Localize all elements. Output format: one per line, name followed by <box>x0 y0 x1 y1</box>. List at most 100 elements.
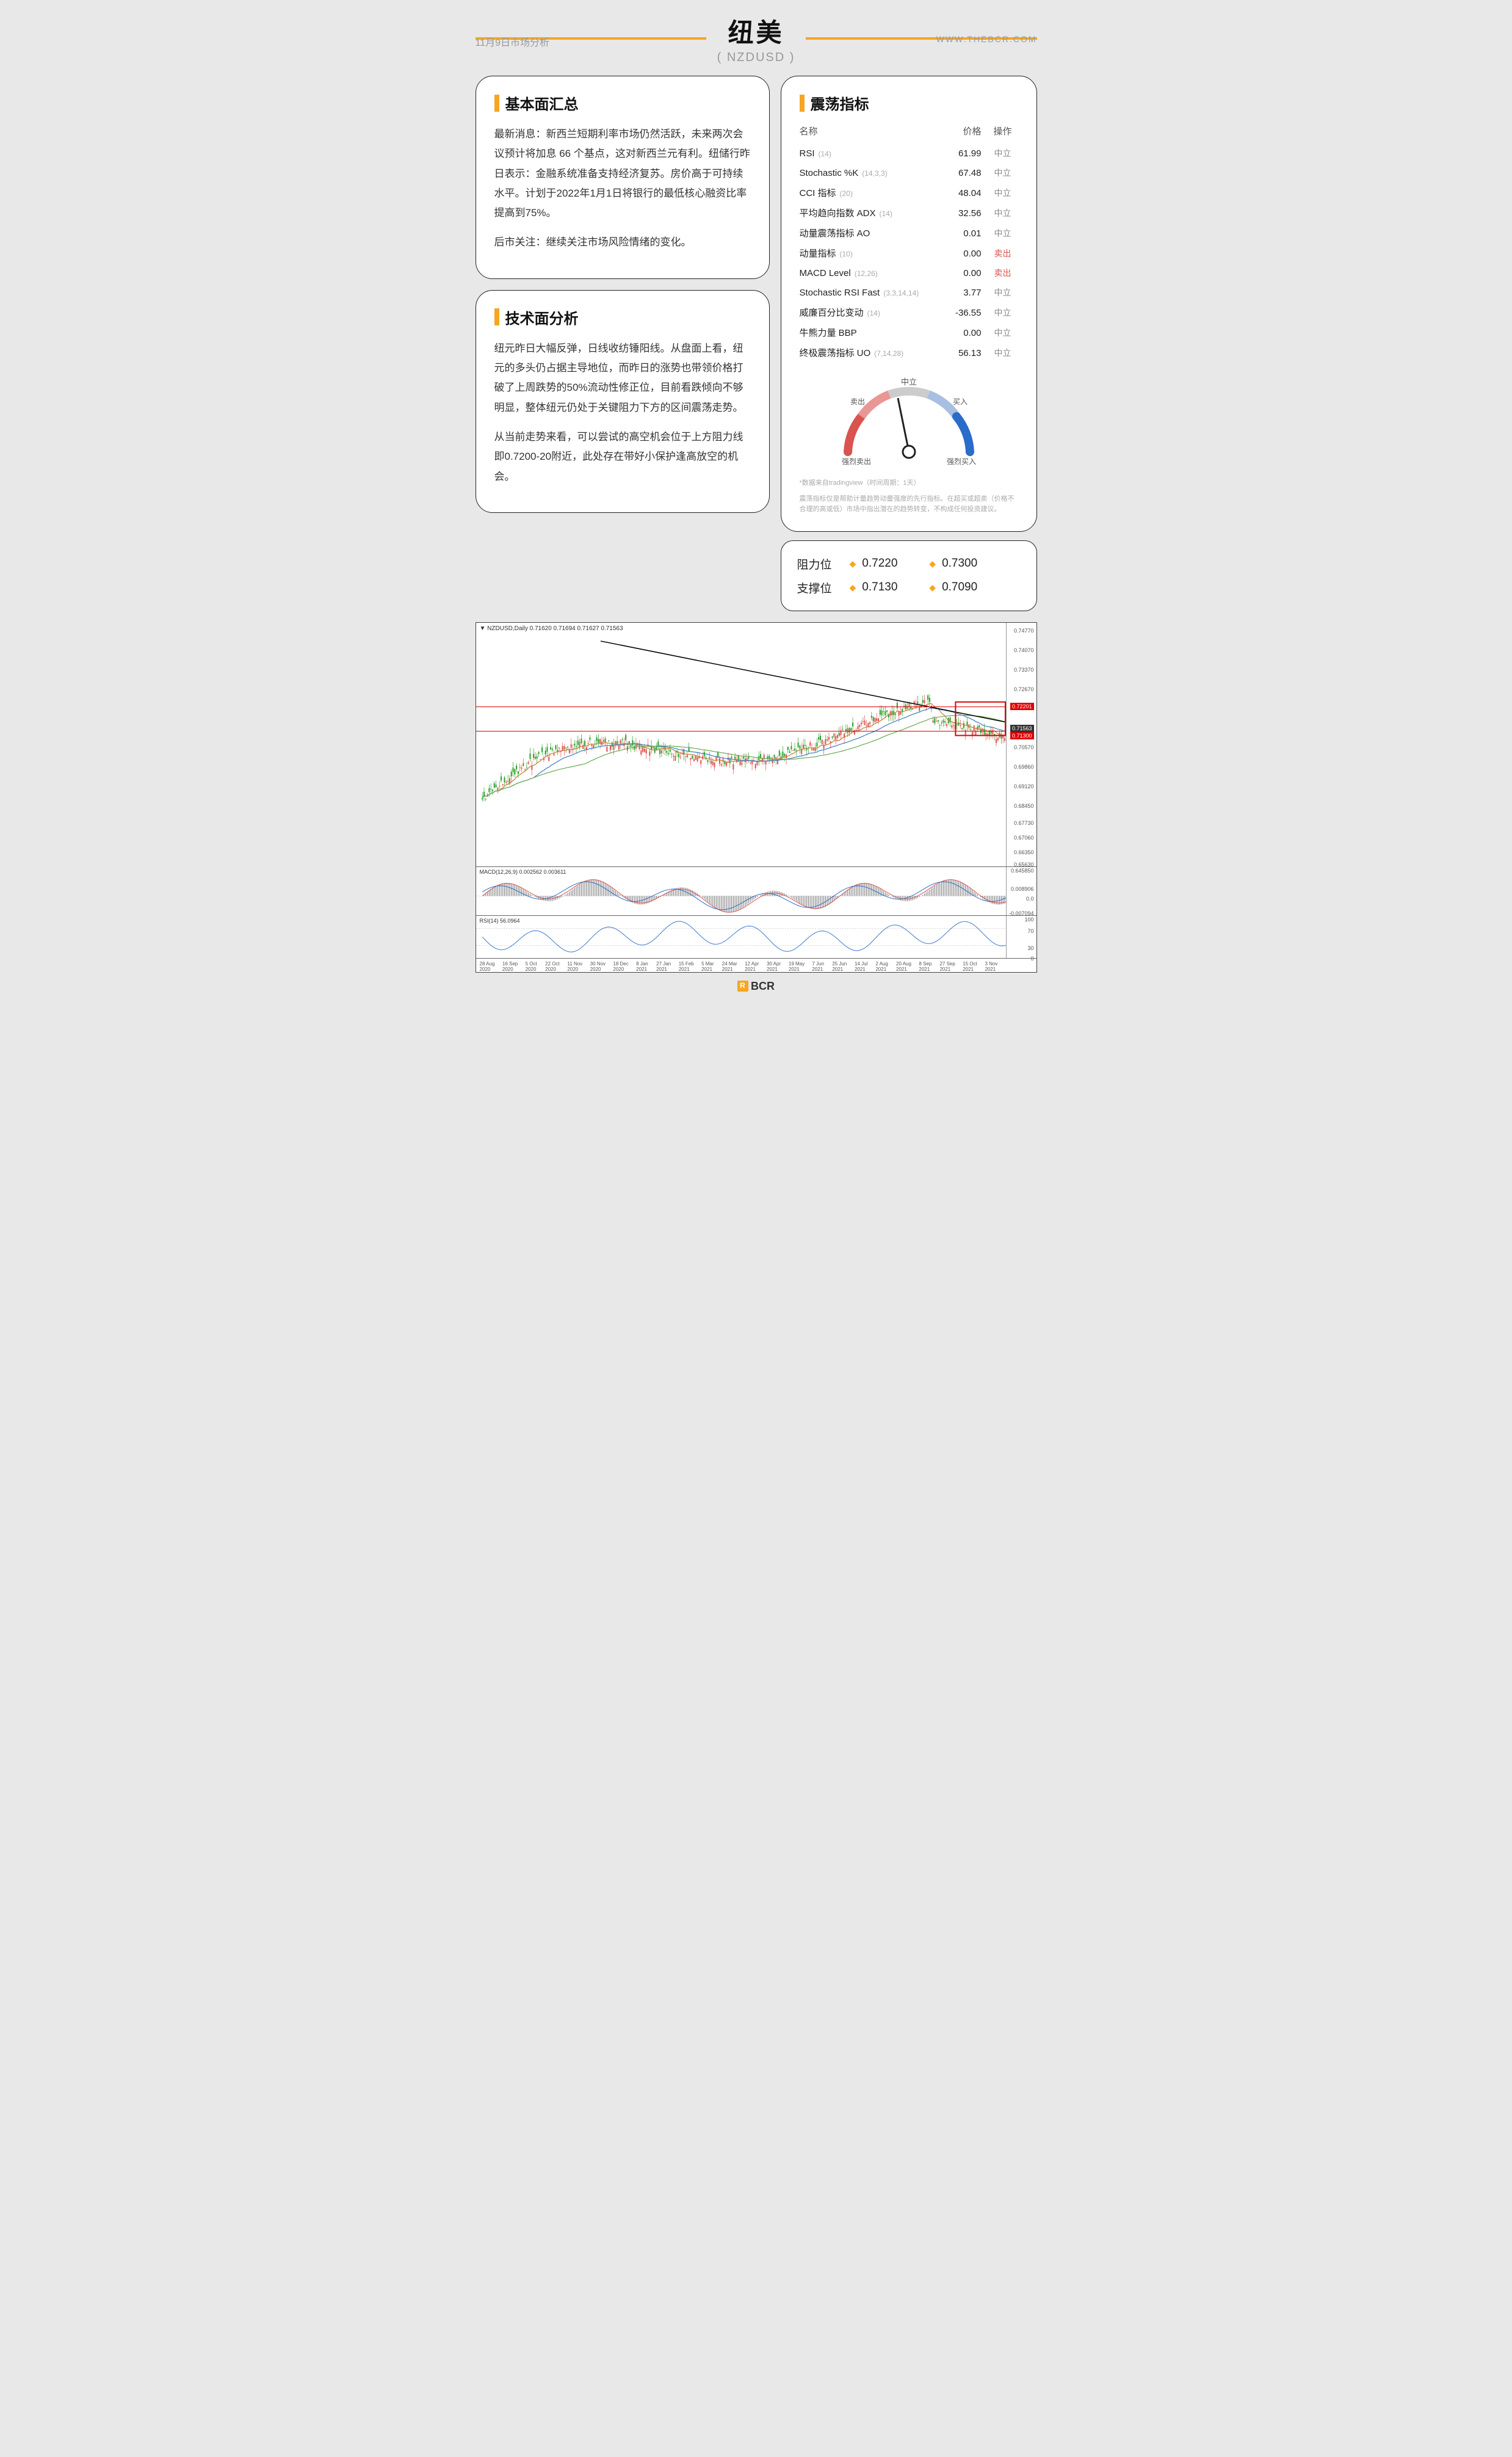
technical-paragraph: 从当前走势来看，可以尝试的高空机会位于上方阻力线即0.7200-20附近，此处存… <box>494 427 751 487</box>
indicator-price: 0.00 <box>945 328 982 338</box>
oscillator-row: CCI 指标(20)48.04 中立 <box>800 183 1018 203</box>
indicator-price: 3.77 <box>945 288 982 298</box>
brand-name: BCR <box>751 980 775 993</box>
indicator-name: RSI(14) <box>800 148 945 159</box>
page-footer: BCR <box>476 980 1037 995</box>
report-date: 11月9日市场分析 <box>476 34 550 49</box>
oscillator-row: 威廉百分比变动(14)-36.55 中立 <box>800 302 1018 322</box>
indicator-price: 67.48 <box>945 168 982 178</box>
oscillator-row: RSI(14)61.99 中立 <box>800 143 1018 163</box>
indicator-action: 中立 <box>988 327 1018 339</box>
indicator-name: CCI 指标(20) <box>800 186 945 199</box>
indicator-action: 中立 <box>988 307 1018 319</box>
indicator-action: 中立 <box>988 347 1018 359</box>
bullet-icon: ◆ <box>929 559 936 569</box>
oscillator-row: Stochastic RSI Fast(3,3,14,14)3.77 中立 <box>800 283 1018 302</box>
indicator-action: 中立 <box>988 227 1018 239</box>
support-value: 0.7090 <box>942 581 1003 594</box>
oscillator-row: 动量指标(10)0.00 卖出 <box>800 243 1018 263</box>
technical-title: 技术面分析 <box>505 307 579 328</box>
resistance-row: 阻力位 ◆ 0.7220 ◆ 0.7300 <box>797 552 1021 576</box>
indicator-name: 动量震荡指标 AO <box>800 227 945 239</box>
rsi-y-axis: 10070300 <box>1006 916 1036 958</box>
indicator-price: 61.99 <box>945 148 982 159</box>
indicator-action: 中立 <box>988 207 1018 219</box>
site-url: WWW.THEBCR.COM <box>936 34 1037 44</box>
indicator-name: Stochastic RSI Fast(3,3,14,14) <box>800 288 945 298</box>
indicator-price: 56.13 <box>945 348 982 358</box>
accent-bar-icon <box>494 308 499 325</box>
indicator-action: 中立 <box>988 167 1018 179</box>
indicator-price: 0.00 <box>945 268 982 278</box>
technical-card: 技术面分析 纽元昨日大幅反弹，日线收纺锤阳线。从盘面上看，纽元的多头仍占据主导地… <box>476 290 770 513</box>
col-name: 名称 <box>800 125 945 137</box>
oscillators-card: 震荡指标 名称 价格 操作 RSI(14)61.99中立Stochastic %… <box>781 76 1037 532</box>
indicator-name: 威廉百分比变动(14) <box>800 306 945 319</box>
gauge-note: *数据来自tradingview（时间周期：1天） <box>800 478 1018 489</box>
accent-bar-icon <box>494 95 499 112</box>
bullet-icon: ◆ <box>929 582 936 593</box>
fundamentals-title: 基本面汇总 <box>505 92 579 114</box>
indicator-price: 0.01 <box>945 228 982 239</box>
gauge-note: 震荡指标仅是帮助计量趋势动量强度的先行指标。在超买或超卖（价格不合理的高或低）市… <box>800 494 1018 515</box>
resistance-value: 0.7300 <box>942 557 1003 570</box>
macd-y-axis: 0.6458500.0089060.0-0.007094 <box>1006 867 1036 915</box>
levels-card: 阻力位 ◆ 0.7220 ◆ 0.7300 支撑位 ◆ 0.7130 ◆ 0.7… <box>781 540 1037 611</box>
indicator-action: 卖出 <box>988 247 1018 259</box>
fundamentals-card: 基本面汇总 最新消息：新西兰短期利率市场仍然活跃，未来两次会议预计将加息 66 … <box>476 76 770 279</box>
brand-logo-icon <box>737 981 748 992</box>
support-row: 支撑位 ◆ 0.7130 ◆ 0.7090 <box>797 576 1021 600</box>
gauge-buy-label: 买入 <box>952 397 967 406</box>
page-header: 纽美 ( NZDUSD ) 11月9日市场分析 WWW.THEBCR.COM <box>476 12 1037 65</box>
indicator-action: 中立 <box>988 286 1018 299</box>
resistance-value: 0.7220 <box>862 557 923 570</box>
brand-logo: BCR <box>737 980 775 993</box>
support-label: 支撑位 <box>797 579 844 596</box>
price-chart-panel: ▼ NZDUSD,Daily 0.71620 0.71694 0.71627 0… <box>476 622 1037 973</box>
chart-y-axis: 0.747700.740700.733700.726700.719700.705… <box>1006 623 1036 866</box>
indicator-price: 32.56 <box>945 208 982 219</box>
oscillator-row: 平均趋向指数 ADX(14)32.56 中立 <box>800 203 1018 223</box>
rsi-info: RSI(14) 56.0964 <box>480 918 520 924</box>
indicator-action: 中立 <box>988 147 1018 159</box>
oscillator-row: 终极震荡指标 UO(7,14,28)56.13 中立 <box>800 343 1018 363</box>
gauge-sell-label: 卖出 <box>850 397 864 406</box>
col-action: 操作 <box>988 125 1018 137</box>
fundamentals-paragraph: 最新消息：新西兰短期利率市场仍然活跃，未来两次会议预计将加息 66 个基点，这对… <box>494 125 751 223</box>
gauge-strong-sell-label: 强烈卖出 <box>842 457 871 466</box>
resistance-label: 阻力位 <box>797 556 844 572</box>
page-subtitle: ( NZDUSD ) <box>717 51 795 65</box>
gauge-strong-buy-label: 强烈买入 <box>946 457 975 466</box>
macd-subchart: MACD(12,26,9) 0.002562 0.003611 0.645850… <box>476 867 1036 916</box>
chart-ohlc-info: ▼ NZDUSD,Daily 0.71620 0.71694 0.71627 0… <box>480 625 623 632</box>
gauge-neutral-label: 中立 <box>900 377 916 387</box>
candlestick-chart: ▼ NZDUSD,Daily 0.71620 0.71694 0.71627 0… <box>476 623 1036 867</box>
bullet-icon: ◆ <box>850 582 856 593</box>
accent-bar-icon <box>800 95 805 112</box>
oscillator-row: 动量震荡指标 AO0.01 中立 <box>800 223 1018 243</box>
page-title: 纽美 <box>717 12 795 49</box>
indicator-name: 动量指标(10) <box>800 247 945 259</box>
macd-info: MACD(12,26,9) 0.002562 0.003611 <box>480 869 566 875</box>
indicator-name: 牛熊力量 BBP <box>800 326 945 339</box>
oscillators-title: 震荡指标 <box>811 92 869 114</box>
indicator-price: 0.00 <box>945 249 982 259</box>
indicator-name: Stochastic %K(14,3,3) <box>800 168 945 178</box>
indicator-name: 终极震荡指标 UO(7,14,28) <box>800 346 945 359</box>
bullet-icon: ◆ <box>850 559 856 569</box>
technical-paragraph: 纽元昨日大幅反弹，日线收纺锤阳线。从盘面上看，纽元的多头仍占据主导地位，而昨日的… <box>494 339 751 418</box>
indicator-price: -36.55 <box>945 308 982 318</box>
indicator-price: 48.04 <box>945 188 982 198</box>
oscillator-row: Stochastic %K(14,3,3)67.48 中立 <box>800 163 1018 183</box>
indicator-action: 中立 <box>988 187 1018 199</box>
fundamentals-paragraph: 后市关注：继续关注市场风险情绪的变化。 <box>494 233 751 252</box>
oscillator-row: 牛熊力量 BBP0.00 中立 <box>800 322 1018 343</box>
indicator-action: 卖出 <box>988 267 1018 279</box>
indicator-name: 平均趋向指数 ADX(14) <box>800 206 945 219</box>
support-value: 0.7130 <box>862 581 923 594</box>
sentiment-gauge: 中立 卖出 买入 强烈卖出 强烈买入 <box>800 372 1018 473</box>
indicator-name: MACD Level(12,26) <box>800 268 945 278</box>
chart-x-axis: 28 Aug 202016 Sep 20205 Oct 202022 Oct 2… <box>476 959 1036 972</box>
col-price: 价格 <box>945 125 982 137</box>
oscillator-table-head: 名称 价格 操作 <box>800 125 1018 137</box>
